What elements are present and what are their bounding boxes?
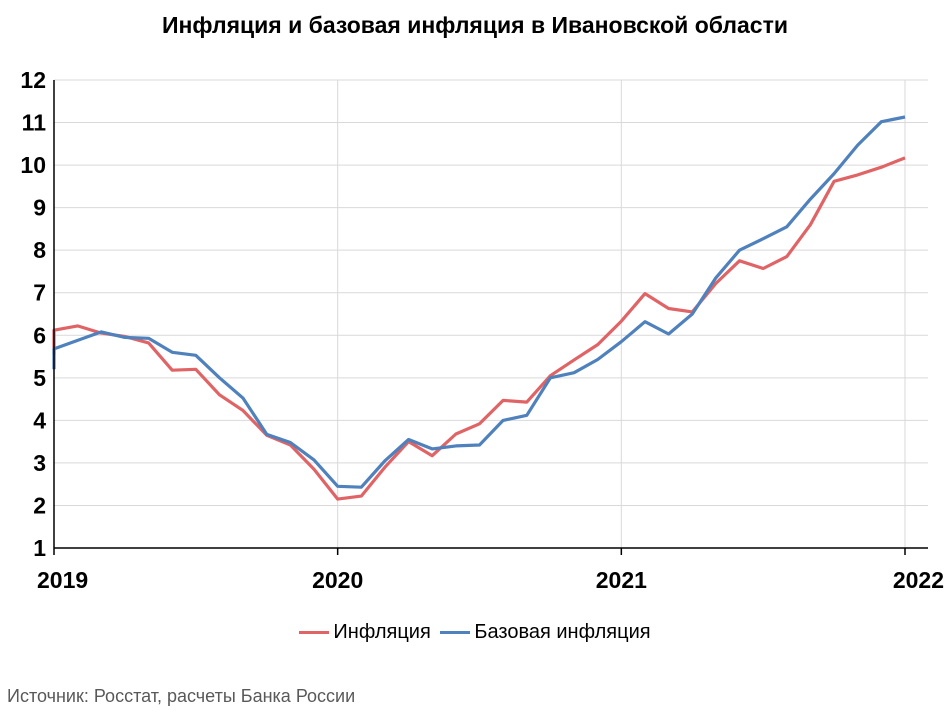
y-tick-label: 5 [33,365,46,391]
chart-title: Инфляция и базовая инфляция в Ивановской… [161,12,788,38]
y-tick-label: 1 [33,535,46,561]
legend-label-core: Базовая инфляция [474,621,651,643]
legend: Инфляция Базовая инфляция [0,617,950,644]
y-tick-label: 10 [20,152,46,178]
legend-swatch-core [440,631,471,634]
x-tick-label: 2019 [37,567,88,593]
legend-swatch-inflation [299,631,330,634]
y-tick-label: 7 [33,280,46,306]
series-line-inflation [52,156,906,501]
y-tick-label: 2 [33,492,46,518]
y-tick-label: 8 [33,237,46,263]
y-tick-label: 12 [20,67,46,93]
x-tick-label: 2021 [596,567,647,593]
y-tick-label: 11 [22,110,47,136]
series-lines [52,115,906,501]
y-tick-label: 3 [33,450,46,476]
x-axis-ticks: 2019 2020 2021 2022 [37,548,944,593]
source-note: Источник: Росстат, расчеты Банка России [7,686,356,706]
x-tick-label: 2020 [312,567,363,593]
y-tick-label: 4 [33,407,46,433]
y-tick-label: 6 [33,322,46,348]
y-tick-label: 9 [33,195,46,221]
x-tick-label: 2022 [893,567,944,593]
series-line-core [52,115,906,489]
legend-item-core[interactable]: Базовая инфляция [440,621,651,644]
legend-item-inflation[interactable]: Инфляция [299,621,431,644]
legend-label-inflation: Инфляция [333,621,431,643]
grid-lines [54,79,928,548]
